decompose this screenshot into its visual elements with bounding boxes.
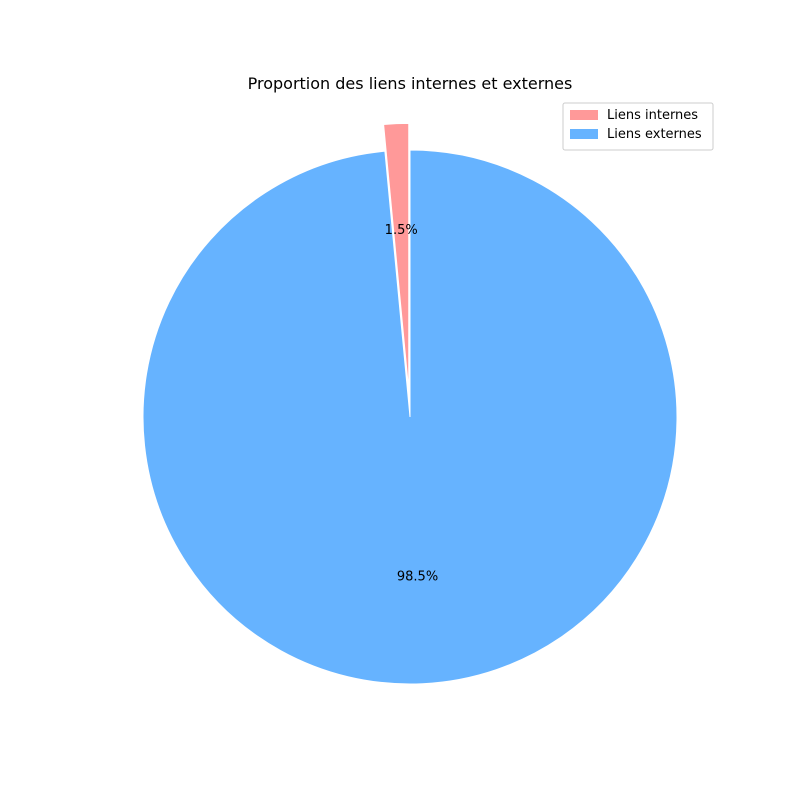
pie-slice-liens-internes — [383, 122, 410, 391]
pie-slice-liens-externes — [142, 149, 678, 685]
legend-label: Liens externes — [607, 127, 702, 142]
legend: Liens internes Liens externes — [562, 102, 714, 151]
pie-value-labels: 1.5% 98.5% — [385, 223, 439, 585]
slice-value-label: 1.5% — [385, 223, 418, 238]
chart-title: Proportion des liens internes et externe… — [248, 74, 573, 93]
pie-slices — [142, 122, 678, 685]
legend-frame — [562, 102, 714, 151]
legend-swatch — [570, 129, 598, 139]
legend-label: Liens internes — [607, 108, 698, 123]
legend-swatch — [570, 110, 598, 120]
slice-value-label: 98.5% — [397, 570, 438, 585]
